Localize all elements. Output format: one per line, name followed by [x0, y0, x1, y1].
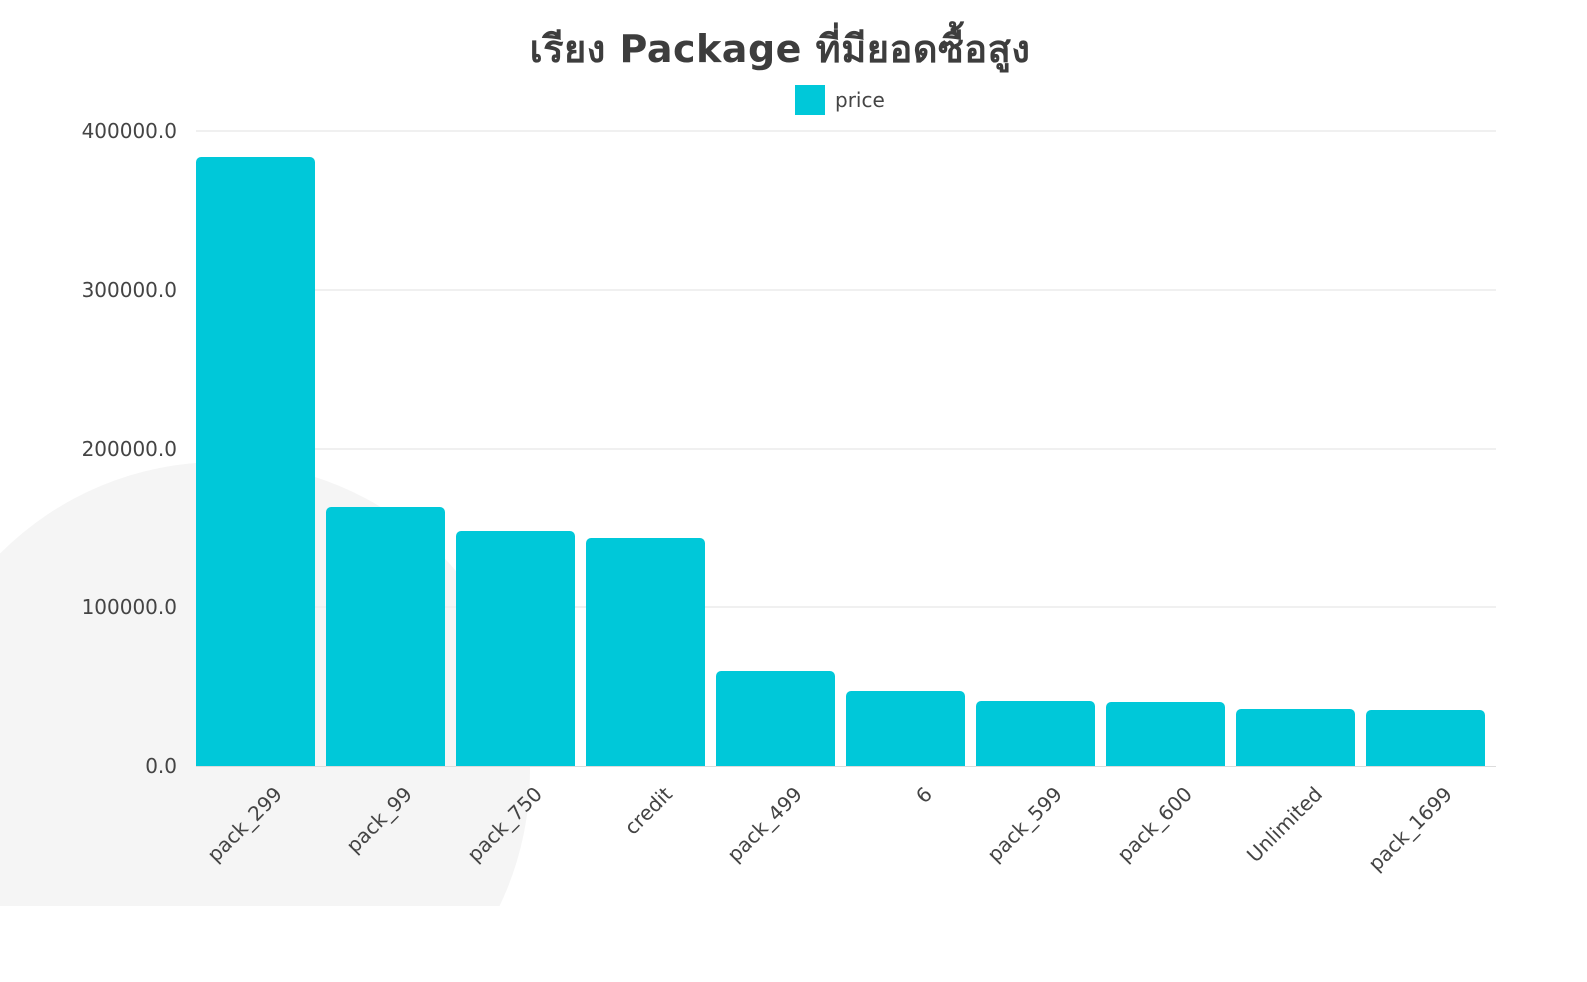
x-tick-label: credit [619, 782, 677, 840]
bar-pack_1699[interactable] [1366, 709, 1485, 766]
x-tick-label: pack_299 [201, 782, 287, 867]
gridline [196, 447, 1496, 450]
x-axis-line [196, 766, 1496, 767]
x-tick-label: pack_1699 [1362, 782, 1457, 876]
x-tick-label: pack_99 [340, 782, 417, 858]
bar-pack_600[interactable] [1106, 702, 1225, 766]
legend-swatch-price [795, 85, 825, 115]
bar-pack_299[interactable] [196, 157, 315, 766]
x-tick-label: 6 [910, 782, 937, 808]
bar-6[interactable] [846, 691, 965, 766]
gridline [196, 130, 1496, 132]
x-tick-label: pack_600 [1111, 782, 1197, 867]
y-tick-label: 100000.0 [81, 595, 177, 620]
bar-pack_99[interactable] [326, 507, 445, 766]
y-tick-label: 400000.0 [81, 119, 177, 143]
bar-pack_599[interactable] [976, 701, 1095, 766]
x-tick-label: pack_750 [461, 782, 547, 867]
gridline [196, 606, 1496, 609]
bar-Unlimited[interactable] [1236, 709, 1355, 766]
plot-area: 0.0 100000.0 200000.0 300000.0 400000.0 pack_… [81, 119, 1496, 876]
bar-pack_750[interactable] [456, 531, 575, 766]
x-tick-label: Unlimited [1241, 782, 1327, 868]
y-tick-label: 300000.0 [81, 277, 177, 302]
bar-pack_499[interactable] [716, 671, 835, 766]
y-tick-label: 200000.0 [81, 436, 177, 461]
x-tick-label: pack_599 [981, 782, 1067, 867]
legend[interactable]: price [795, 85, 885, 115]
y-tick-label: 0.0 [145, 754, 177, 778]
chart-title: เรียง Package ที่มียอดซื้อสูง [529, 27, 1031, 71]
bar-credit[interactable] [586, 538, 705, 766]
gridline [196, 288, 1496, 291]
legend-label-price: price [835, 88, 885, 112]
x-tick-label: pack_499 [721, 782, 807, 867]
